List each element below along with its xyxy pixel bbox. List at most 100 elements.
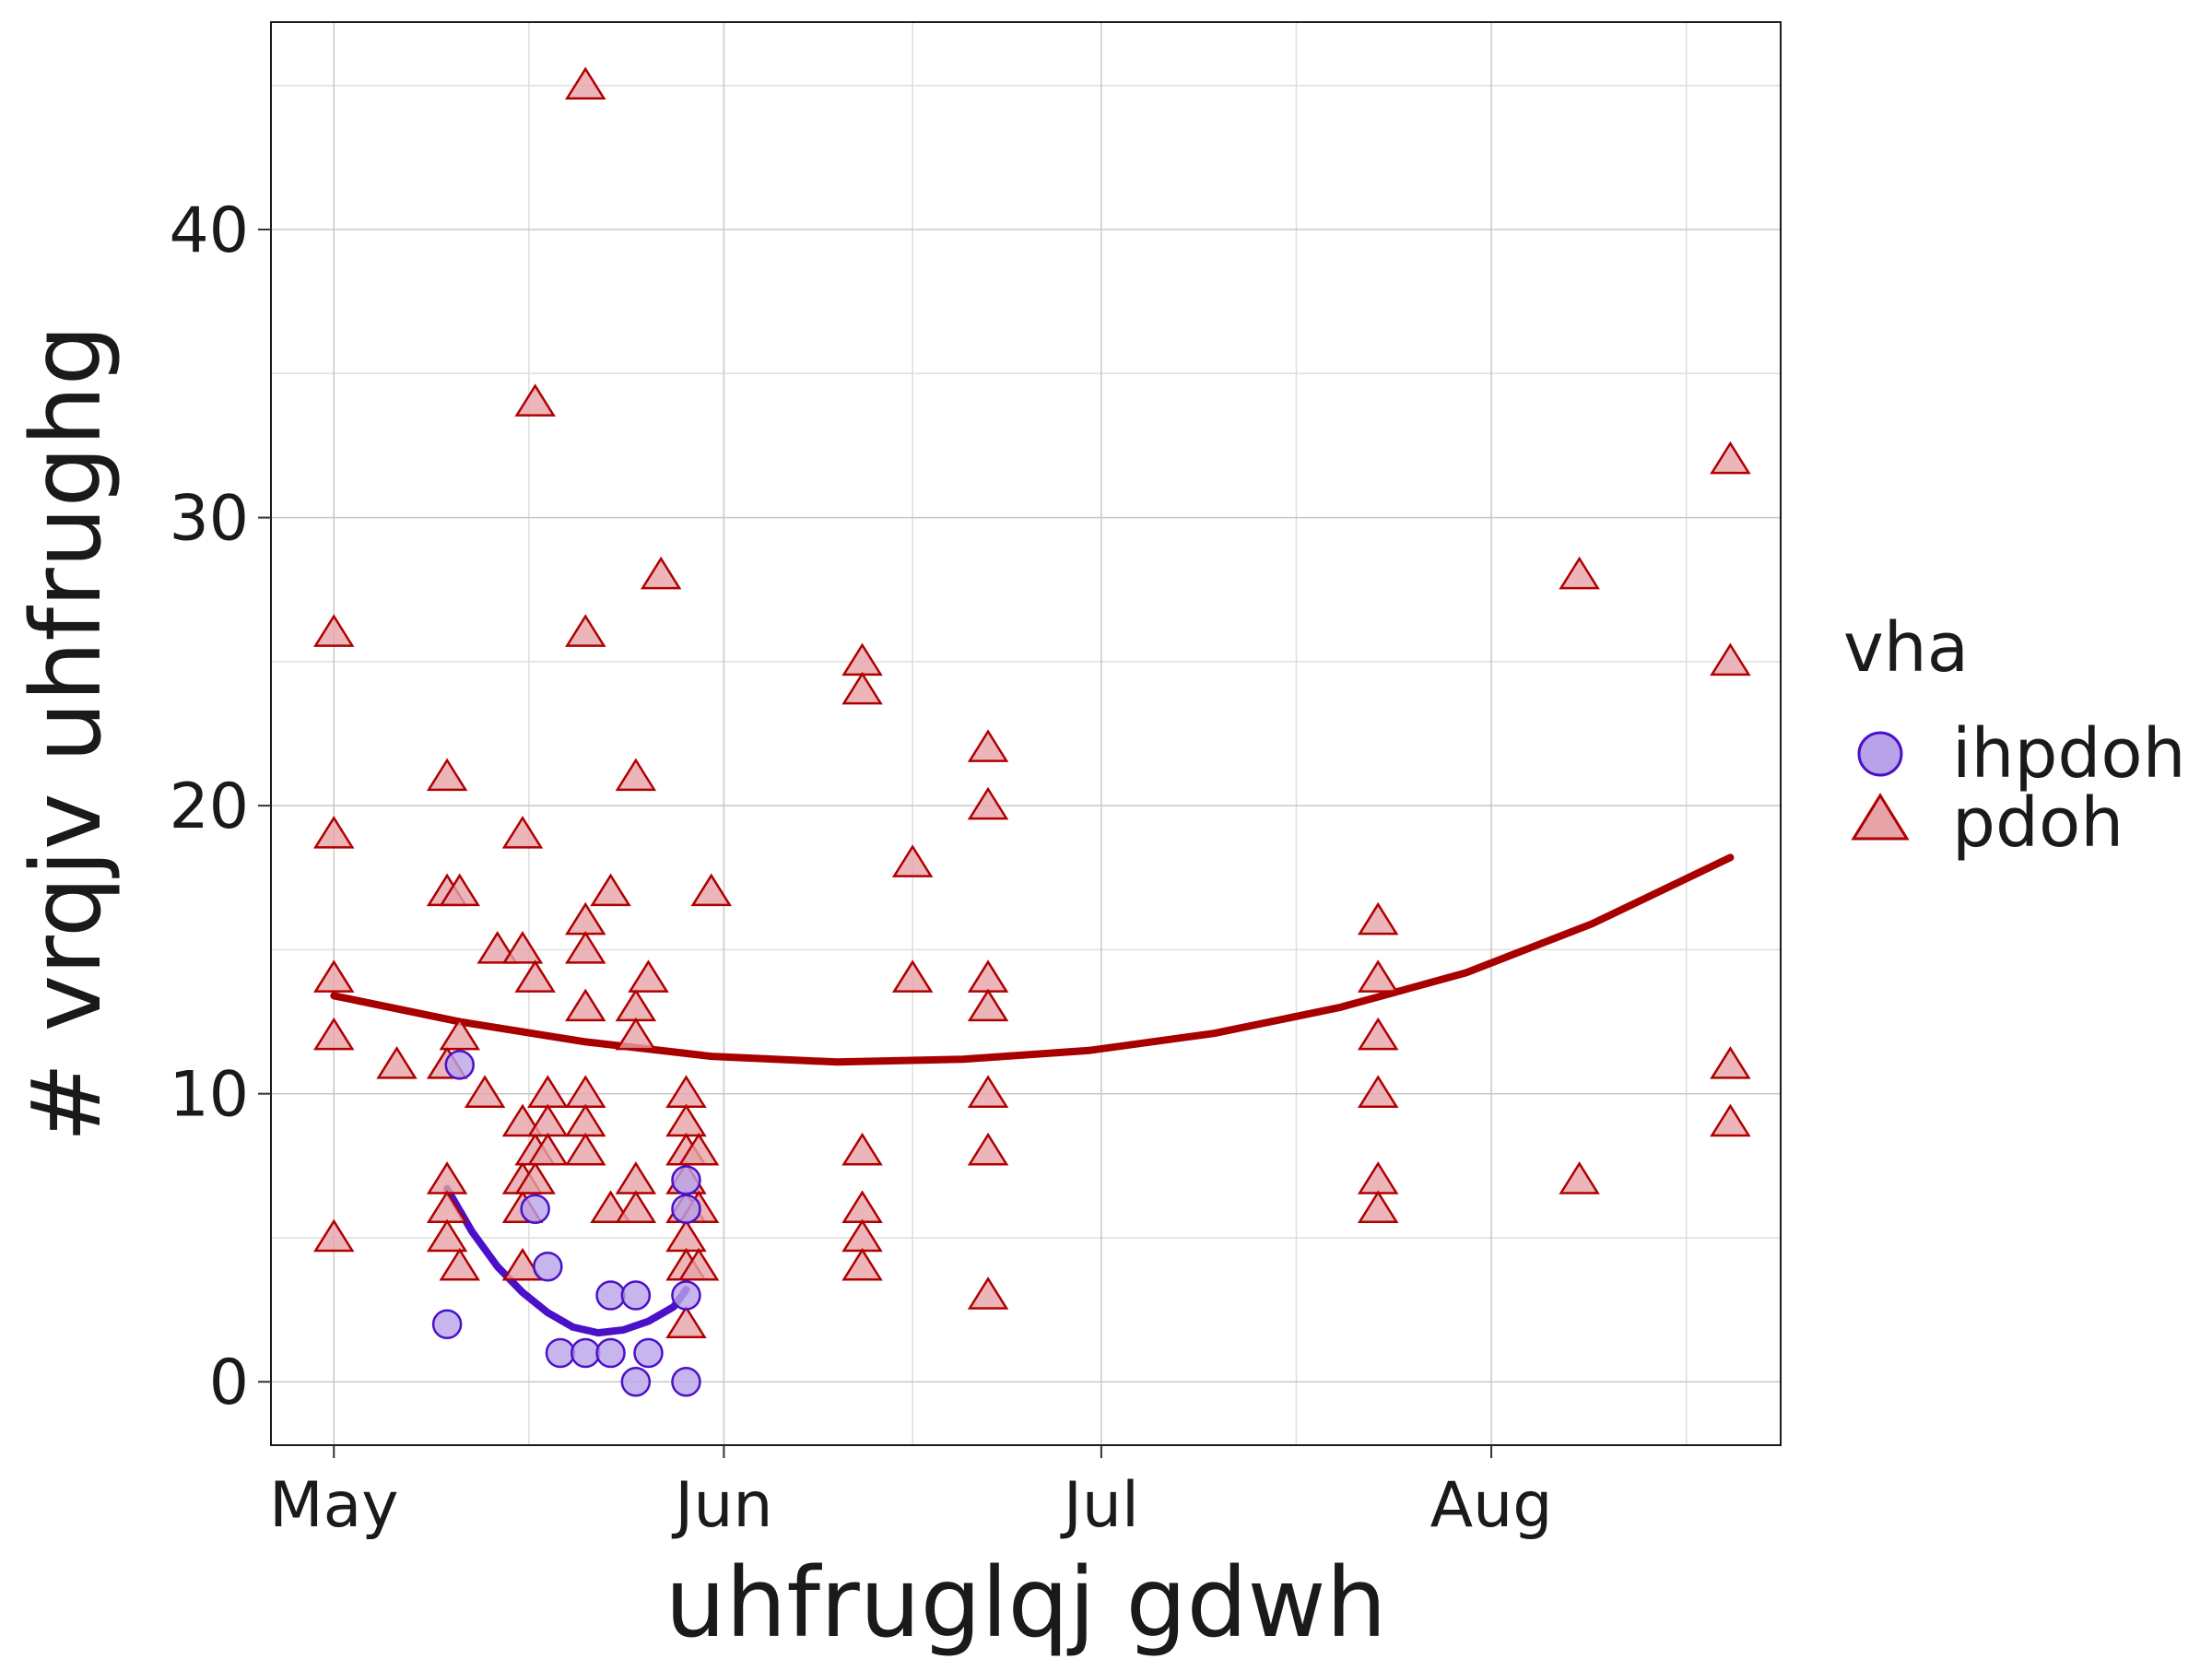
point-pdoh (439, 1247, 481, 1281)
axis-ticks (258, 229, 1493, 1458)
point-pdoh (312, 1017, 355, 1051)
trend-lines (330, 853, 1735, 1337)
y-tick-label: 0 (209, 1347, 249, 1419)
y-tick-label: 30 (169, 483, 249, 556)
legend-label-pdoh: pdoh (1952, 783, 2124, 863)
legend-key-pdoh-triangle-icon (1851, 793, 1910, 841)
point-ihpdoh (533, 1251, 563, 1282)
point-pdoh (967, 988, 1009, 1022)
point-ihpdoh (571, 1337, 601, 1369)
point-pdoh (615, 1017, 657, 1051)
point-pdoh (439, 873, 481, 907)
point-pdoh (1357, 901, 1399, 935)
point-pdoh (1357, 1190, 1399, 1223)
x-tick-label: Jul (1060, 1469, 1139, 1542)
point-pdoh (477, 931, 518, 964)
point-pdoh (1559, 556, 1600, 590)
point-pdoh (967, 786, 1009, 820)
x-tick-label: Jun (671, 1469, 772, 1542)
point-ihpdoh (444, 1050, 475, 1080)
point-pdoh (967, 1075, 1009, 1108)
point-ihpdoh (620, 1366, 652, 1397)
point-pdoh (628, 959, 669, 993)
point-pdoh (564, 1132, 606, 1166)
point-pdoh (564, 614, 606, 647)
plot-background (271, 22, 1781, 1445)
y-tick-labels: 0 10 20 30 40 (169, 194, 249, 1419)
trend-line-pdoh (330, 853, 1735, 1066)
point-pdoh (1357, 1017, 1399, 1051)
point-pdoh (967, 1132, 1009, 1166)
point-ihpdoh (671, 1366, 701, 1397)
point-pdoh (514, 959, 556, 993)
point-pdoh (677, 1132, 720, 1166)
point-pdoh (312, 816, 355, 849)
point-ihpdoh (545, 1337, 576, 1369)
data-points (312, 66, 1751, 1397)
point-pdoh (564, 988, 606, 1022)
x-tick-label: May (269, 1469, 399, 1542)
point-pdoh (464, 1075, 506, 1108)
point-pdoh (590, 1190, 631, 1223)
point-pdoh (841, 1132, 883, 1166)
point-pdoh (615, 758, 657, 792)
point-pdoh (1710, 1103, 1751, 1137)
point-pdoh (967, 729, 1009, 762)
point-ihpdoh (595, 1280, 626, 1311)
point-pdoh (690, 873, 733, 907)
point-ihpdoh (671, 1280, 701, 1311)
point-ihpdoh (431, 1309, 463, 1339)
point-ihpdoh (671, 1194, 701, 1224)
y-tick-label: 10 (169, 1059, 249, 1132)
point-pdoh (1559, 1161, 1600, 1194)
point-pdoh (891, 959, 934, 993)
point-pdoh (1710, 642, 1751, 677)
point-pdoh (640, 556, 682, 590)
legend-label-ihpdoh: ihpdoh (1952, 714, 2186, 794)
point-pdoh (501, 1103, 544, 1137)
point-ihpdoh (620, 1280, 652, 1311)
y-tick-label: 40 (169, 194, 249, 267)
point-ihpdoh (671, 1165, 701, 1195)
point-ihpdoh (595, 1337, 626, 1369)
point-pdoh (891, 844, 934, 877)
x-tick-label: Aug (1430, 1469, 1553, 1542)
trend-line-ihpdoh (443, 1184, 690, 1337)
point-pdoh (1357, 959, 1399, 993)
point-pdoh (564, 931, 606, 964)
y-axis-title: # vrqjv uhfrughg (10, 324, 123, 1142)
point-pdoh (590, 873, 631, 907)
point-pdoh (1357, 1075, 1399, 1108)
legend-key-ihpdoh-circle-icon (1857, 731, 1903, 777)
point-pdoh (665, 1305, 707, 1338)
point-pdoh (501, 1247, 544, 1281)
legend-title: vha (1843, 608, 1969, 688)
point-ihpdoh (633, 1337, 664, 1369)
point-pdoh (514, 1161, 556, 1194)
point-pdoh (501, 931, 544, 964)
point-pdoh (1710, 1046, 1751, 1079)
x-axis-title: uhfruglqj gdwh (665, 1547, 1387, 1659)
point-ihpdoh (520, 1194, 550, 1224)
point-pdoh (514, 383, 556, 417)
point-pdoh (376, 1046, 418, 1079)
legend: vha ihpdoh pdoh (1843, 608, 2186, 863)
point-pdoh (501, 816, 544, 849)
point-pdoh (426, 1218, 468, 1253)
point-pdoh (312, 1218, 355, 1253)
point-pdoh (967, 1277, 1009, 1310)
point-pdoh (841, 1247, 883, 1281)
point-pdoh (426, 758, 468, 792)
x-tick-labels: May Jun Jul Aug (269, 1469, 1552, 1542)
point-pdoh (527, 1132, 569, 1166)
point-pdoh (439, 1017, 481, 1051)
plot-border (270, 21, 1782, 1446)
point-pdoh (312, 614, 355, 647)
point-pdoh (564, 66, 606, 100)
point-pdoh (1710, 441, 1751, 475)
y-tick-label: 20 (169, 771, 249, 843)
point-pdoh (841, 671, 883, 705)
grid-major (271, 22, 1781, 1445)
point-pdoh (677, 1247, 720, 1281)
